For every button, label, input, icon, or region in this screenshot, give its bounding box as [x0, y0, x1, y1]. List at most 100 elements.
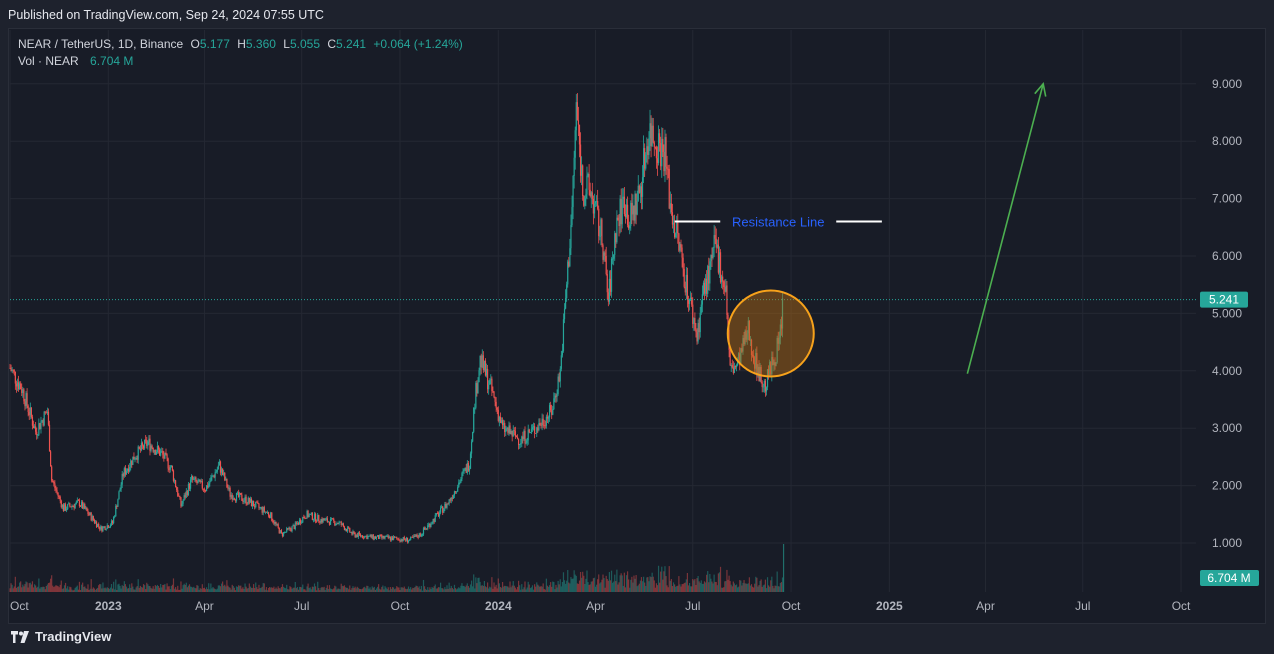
volume-bar [161, 587, 163, 592]
candle-body [398, 538, 400, 541]
candle-body [777, 338, 779, 344]
volume-bar [425, 588, 427, 592]
volume-bar [477, 577, 479, 592]
volume-bar [677, 585, 679, 592]
candle-body [431, 523, 433, 525]
candle-body [366, 535, 368, 540]
trend-arrow-head-icon[interactable] [1034, 82, 1047, 97]
candle-body [423, 528, 426, 530]
candle-body [544, 425, 546, 427]
annotations[interactable]: Resistance Line [674, 82, 1047, 378]
candle-body [301, 522, 303, 524]
volume-bar [277, 586, 279, 592]
candle-body [600, 219, 602, 236]
volume-bar [195, 588, 197, 592]
candle-body [379, 534, 381, 539]
price-axis[interactable]: 1.0002.0003.0004.0005.0006.0007.0008.000… [1212, 77, 1242, 550]
volume-bar [559, 579, 561, 592]
volume-bar [10, 583, 12, 592]
volume-bar [657, 565, 660, 592]
volume-bar [749, 585, 752, 592]
volume-bar [43, 586, 45, 592]
candle-body [569, 248, 571, 267]
candle-body [133, 456, 135, 460]
candle-body [281, 532, 284, 536]
candle-body [666, 166, 668, 169]
candle-body [762, 386, 764, 388]
candle-body [357, 532, 359, 538]
candle-body [673, 222, 676, 237]
volume-bar [579, 571, 582, 592]
volume-bar [397, 587, 399, 592]
highlight-circle[interactable] [726, 289, 815, 378]
volume-bar [577, 583, 580, 592]
time-axis[interactable]: Oct 2023 Apr Jul Oct 2024 Apr Jul Oct 2025 Apr Jul O… [10, 599, 1191, 613]
volume-bar [261, 586, 263, 592]
volume-bar [469, 584, 472, 592]
volume-bar [358, 588, 360, 592]
candle-body [466, 463, 468, 473]
candlesticks[interactable] [9, 93, 784, 544]
volume-bar [347, 587, 349, 592]
volume-bar [42, 586, 44, 592]
candle-body [722, 276, 724, 282]
candle-body [557, 376, 559, 394]
candle-body [307, 510, 309, 518]
volume-bar [593, 577, 596, 592]
volume-bar [51, 575, 53, 592]
candle-body [93, 519, 96, 523]
volume-bar [58, 587, 60, 592]
volume-bar [406, 588, 409, 592]
volume-bar [456, 589, 458, 592]
volume-bar [761, 586, 763, 592]
volume-bar [427, 587, 429, 592]
volume-bar [27, 587, 29, 592]
volume-bar [602, 574, 604, 592]
candle-body [327, 521, 330, 523]
volume-bar [281, 584, 284, 592]
candle-body [340, 521, 342, 526]
chart-frame[interactable] [8, 28, 1266, 624]
volume-bar [400, 587, 402, 592]
candle-body [182, 500, 184, 504]
volume-bar [386, 589, 388, 592]
candle-body [671, 212, 674, 225]
candle-body [208, 483, 210, 488]
candle-body [308, 514, 310, 518]
volume-bar [673, 584, 676, 592]
volume-bar [676, 586, 678, 592]
volume-bar [723, 587, 725, 592]
candle-body [84, 504, 86, 509]
volume-bar [163, 584, 165, 592]
volume-bar [166, 583, 168, 592]
candle-body [103, 526, 105, 528]
candle-body [259, 507, 261, 509]
volume-bar [192, 587, 194, 592]
volume-bar [745, 583, 747, 592]
volume-bar [739, 580, 741, 592]
volume-bar [181, 588, 183, 592]
candle-body [552, 409, 554, 415]
candle-body [244, 496, 246, 501]
volume-bar [510, 587, 512, 592]
volume-bar [318, 588, 320, 592]
volume-bar [186, 587, 188, 592]
candle-body [384, 536, 386, 539]
volume-bar [462, 585, 464, 592]
trend-arrow-line[interactable] [966, 83, 1044, 374]
volume-bar [223, 585, 225, 592]
volume-bar [72, 590, 74, 592]
volume-bar [735, 584, 738, 592]
volume-bar [719, 566, 722, 592]
volume-bar [779, 582, 781, 592]
candle-body [492, 391, 494, 392]
volume-bar [467, 586, 469, 592]
volume-bar [314, 586, 317, 592]
candle-body [617, 217, 619, 221]
volume-bar [105, 588, 107, 592]
candle-body [107, 525, 109, 528]
candle-body [572, 175, 574, 208]
volume-bar [600, 582, 602, 592]
footer-brand[interactable]: TradingView [10, 629, 111, 644]
